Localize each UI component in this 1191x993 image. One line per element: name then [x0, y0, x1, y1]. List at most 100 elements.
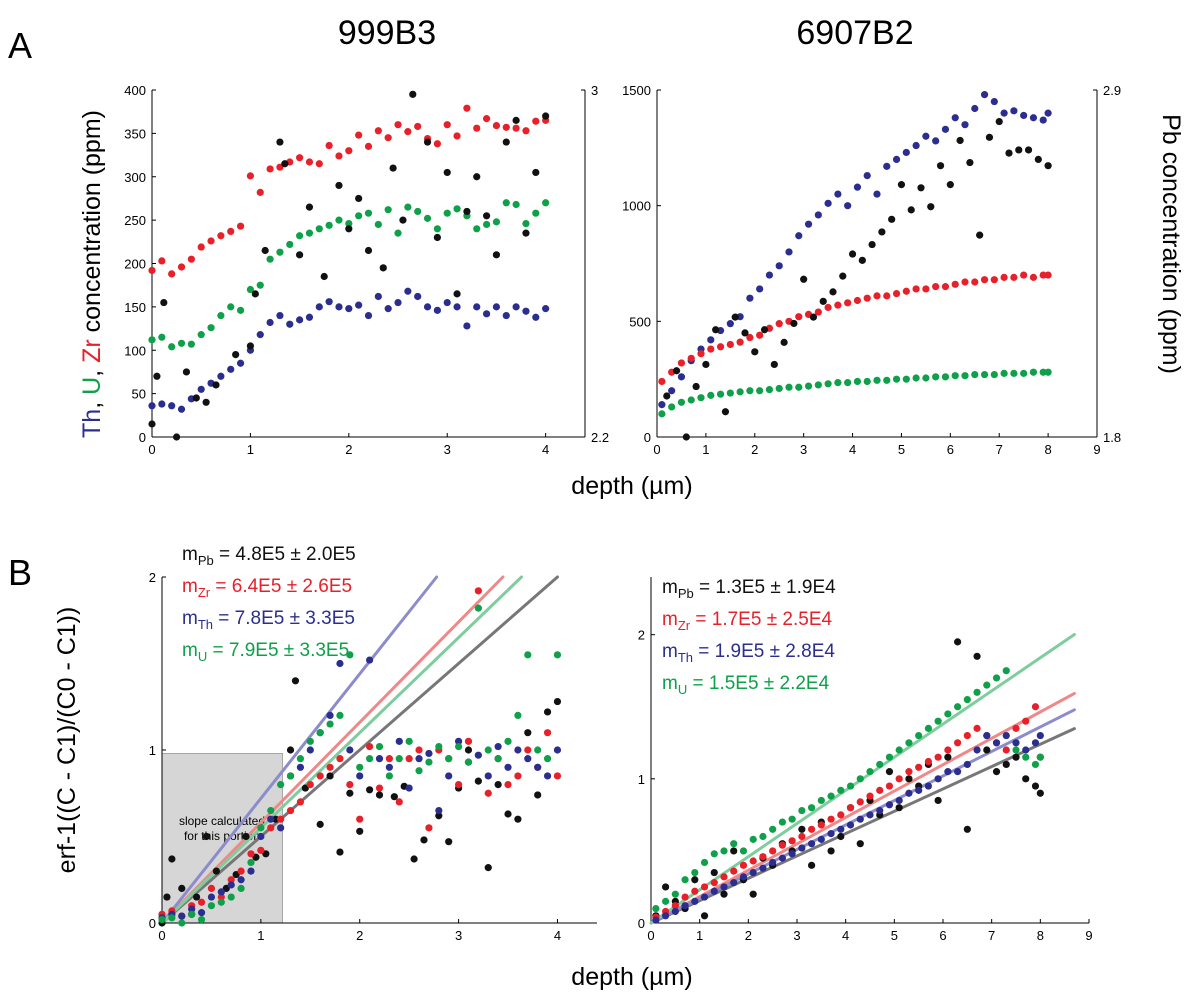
point-zr — [443, 121, 451, 129]
point-u — [474, 604, 482, 612]
point-pb — [837, 832, 845, 841]
point-th — [954, 768, 962, 776]
point-pb — [798, 825, 806, 833]
point-u — [512, 200, 520, 209]
point-th — [866, 811, 874, 819]
point-u — [227, 893, 235, 901]
point-zr — [707, 345, 715, 353]
fit-line-zr — [160, 575, 505, 925]
point-zr — [716, 343, 725, 351]
point-pb — [954, 638, 962, 646]
point-zr — [405, 755, 413, 763]
point-th — [885, 801, 894, 809]
point-u — [827, 792, 835, 800]
point-pb — [985, 133, 994, 141]
point-th — [941, 125, 950, 133]
point-th — [492, 303, 501, 311]
x-tick-label: 2 — [345, 442, 352, 457]
point-u — [443, 209, 451, 217]
point-u — [795, 383, 803, 391]
point-u — [853, 377, 862, 386]
x-tick-label: 9 — [1085, 928, 1092, 943]
point-pb — [492, 251, 501, 259]
point-zr — [798, 832, 806, 841]
point-pb — [1036, 789, 1044, 797]
point-zr — [687, 354, 695, 362]
point-pb — [973, 652, 981, 660]
point-zr — [217, 232, 225, 240]
y2-tick-label: 2.2 — [591, 430, 609, 445]
point-u — [697, 394, 705, 402]
point-th — [404, 287, 412, 295]
point-pb — [934, 796, 942, 805]
point-u — [915, 731, 923, 740]
point-zr — [504, 781, 512, 789]
point-th — [553, 746, 562, 754]
point-th — [473, 303, 481, 311]
point-pb — [336, 848, 344, 856]
point-pb — [504, 810, 512, 818]
x-tick-label: 3 — [455, 928, 462, 943]
point-th — [1020, 111, 1028, 120]
point-pb — [992, 768, 1001, 776]
x-tick-label: 0 — [148, 442, 155, 457]
point-pb — [662, 883, 670, 891]
shade-note-2: for this portion — [184, 829, 260, 843]
point-zr — [922, 285, 930, 293]
point-th — [983, 731, 991, 740]
point-th — [266, 318, 274, 327]
point-th — [543, 772, 552, 780]
point-u — [687, 396, 695, 404]
point-pb — [885, 768, 894, 776]
point-th — [785, 248, 793, 256]
ylabel-th: Th — [78, 409, 106, 438]
point-u — [746, 387, 754, 395]
point-pb — [272, 815, 280, 823]
point-th — [681, 902, 689, 910]
point-u — [197, 915, 206, 924]
point-zr — [247, 850, 255, 858]
point-zr — [700, 883, 709, 891]
point-u — [769, 825, 777, 833]
point-pb — [433, 233, 441, 242]
point-th — [168, 402, 176, 410]
point-th — [668, 387, 676, 395]
point-th — [453, 303, 461, 311]
point-th — [385, 763, 393, 771]
point-th — [756, 285, 764, 293]
point-zr — [236, 222, 245, 230]
point-u — [217, 898, 225, 906]
point-u — [522, 219, 530, 228]
point-zr — [463, 104, 471, 112]
point-th — [924, 782, 933, 790]
point-pb — [366, 786, 374, 794]
point-u — [1012, 746, 1020, 754]
point-pb — [878, 228, 886, 236]
point-u — [187, 340, 195, 348]
fit-line-u — [160, 575, 524, 925]
point-zr — [207, 237, 215, 245]
point-zr — [384, 134, 392, 142]
point-zr — [885, 782, 894, 790]
point-pb — [700, 912, 709, 920]
point-zr — [227, 227, 235, 236]
point-u — [404, 203, 412, 211]
point-th — [990, 97, 998, 106]
point-u — [856, 775, 864, 783]
b-x-axis-label: depth (µm) — [571, 963, 692, 991]
point-zr — [883, 292, 891, 300]
point-zr — [814, 308, 822, 316]
point-zr — [385, 755, 393, 763]
x-tick-label: 7 — [996, 442, 1003, 457]
point-u — [246, 285, 255, 294]
point-pb — [905, 775, 913, 783]
point-th — [1044, 109, 1052, 117]
point-zr — [394, 121, 402, 129]
point-zr — [677, 359, 686, 367]
point-u — [355, 212, 363, 220]
point-pb — [153, 372, 161, 380]
point-zr — [846, 804, 855, 812]
y-tick-label: 0 — [638, 916, 645, 931]
point-pb — [494, 781, 502, 789]
point-zr — [924, 757, 933, 766]
